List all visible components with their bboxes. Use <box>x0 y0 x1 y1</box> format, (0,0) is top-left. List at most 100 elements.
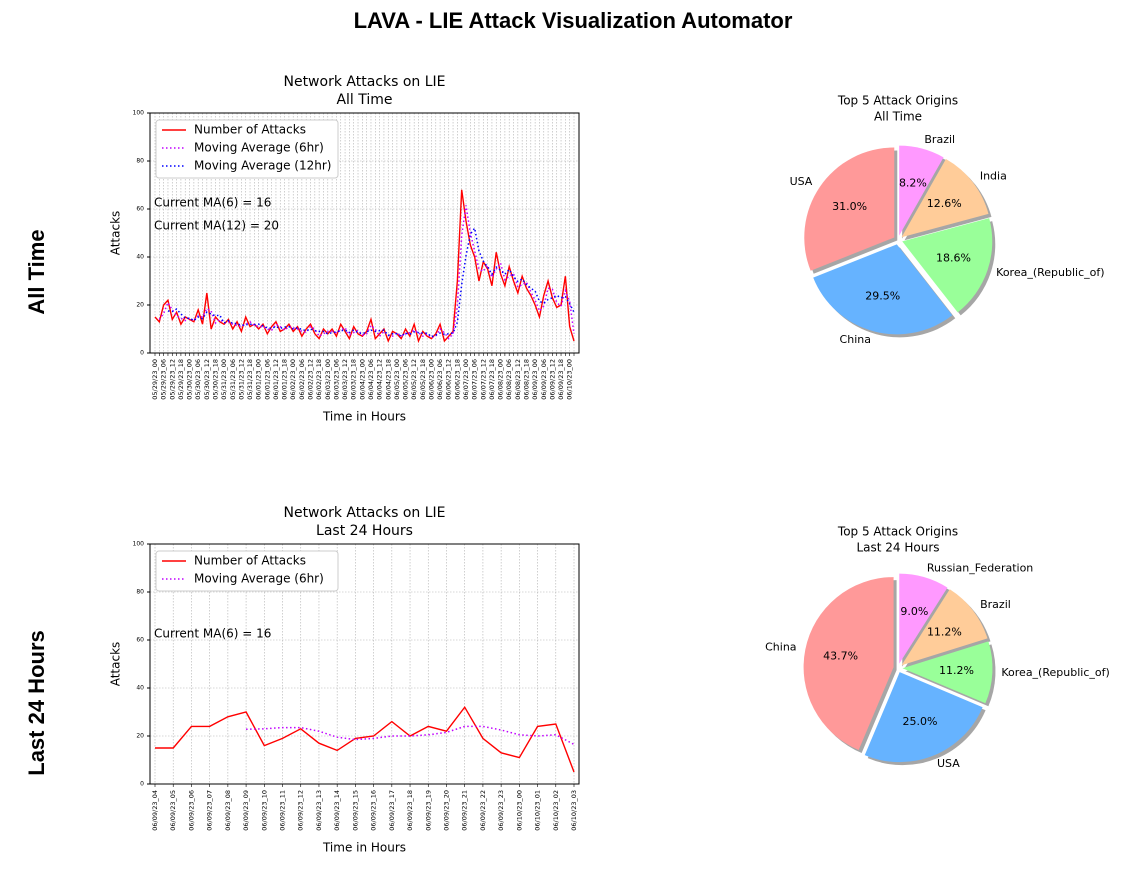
x-tick-label: 06/02/23_06 <box>298 359 306 400</box>
x-tick-label: 06/05/23_06 <box>402 359 410 400</box>
y-tick-label: 0 <box>140 781 144 788</box>
x-tick-label: 06/01/23_18 <box>281 359 289 400</box>
x-tick-label: 06/06/23_12 <box>445 359 453 400</box>
y-axis-label: Attacks <box>109 642 123 687</box>
x-tick-label: 06/09/23_18 <box>406 790 414 831</box>
slice-value-label: 12.6% <box>927 197 962 210</box>
x-tick-label: 06/09/23_18 <box>557 359 565 400</box>
x-tick-label: 05/29/23_18 <box>177 359 185 400</box>
slice-value-label: 9.0% <box>900 605 928 618</box>
slice-label: China <box>765 641 796 654</box>
chart-subtitle: Last 24 Hours <box>316 523 413 539</box>
slice-value-label: 43.7% <box>823 649 858 662</box>
x-tick-label: 06/08/23_18 <box>522 359 530 400</box>
slice-label: Brazil <box>924 133 955 146</box>
slice-value-label: 29.5% <box>865 289 900 302</box>
x-tick-label: 06/10/23_02 <box>552 790 560 831</box>
chart-subtitle: All Time <box>336 92 392 108</box>
x-tick-label: 06/01/23_12 <box>272 359 280 400</box>
x-tick-label: 06/04/23_06 <box>367 359 375 400</box>
x-tick-label: 06/03/23_12 <box>341 359 349 400</box>
x-tick-label: 06/05/23_12 <box>410 359 418 400</box>
slice-label: USA <box>937 757 960 770</box>
x-tick-label: 05/29/23_06 <box>160 359 168 400</box>
annotation: Current MA(6) = 16 <box>154 627 271 641</box>
x-tick-label: 05/31/23_00 <box>220 359 228 400</box>
pie-slice <box>803 577 894 751</box>
x-tick-label: 05/29/23_12 <box>168 359 176 400</box>
page-title: LAVA - LIE Attack Visualization Automato… <box>354 8 793 33</box>
x-tick-label: 06/09/23_23 <box>497 790 505 831</box>
x-tick-label: 06/09/23_12 <box>548 359 556 400</box>
x-tick-label: 06/05/23_00 <box>393 359 401 400</box>
pie-slice <box>901 589 988 666</box>
x-tick-label: 05/30/23_18 <box>211 359 219 400</box>
x-tick-label: 05/31/23_06 <box>229 359 237 400</box>
legend-box <box>155 550 339 592</box>
pie-slice <box>899 145 944 236</box>
y-axis-label: Attacks <box>109 211 123 256</box>
slice-value-label: 11.2% <box>939 664 974 677</box>
row-label: Last 24 Hours <box>24 630 49 776</box>
legend-box <box>155 119 339 179</box>
series-line <box>155 705 575 773</box>
y-tick-label: 20 <box>136 302 144 309</box>
annotation: Current MA(6) = 16 <box>154 196 271 210</box>
x-tick-label: 05/30/23_12 <box>203 359 211 400</box>
chart-title: Top 5 Attack Origins <box>837 94 958 108</box>
chart-title: Network Attacks on LIE <box>283 505 445 521</box>
pie-slice <box>902 641 993 704</box>
x-tick-label: 05/31/23_12 <box>237 359 245 400</box>
y-tick-label: 100 <box>133 541 145 548</box>
x-tick-label: 06/10/23_00 <box>515 790 523 831</box>
plot-frame <box>149 543 580 785</box>
x-tick-label: 06/05/23_18 <box>419 359 427 400</box>
x-tick-label: 06/04/23_18 <box>384 359 392 400</box>
x-tick-label: 06/06/23_06 <box>436 359 444 400</box>
y-tick-label: 100 <box>133 110 145 117</box>
x-tick-label: 06/09/23_15 <box>351 790 359 831</box>
slice-label: China <box>840 333 871 346</box>
x-tick-label: 06/09/23_16 <box>370 790 378 831</box>
series-line <box>167 226 575 338</box>
x-tick-label: 06/02/23_00 <box>289 359 297 400</box>
legend-label: Moving Average (6hr) <box>194 572 324 586</box>
legend-label: Number of Attacks <box>194 554 306 568</box>
x-tick-label: 06/06/23_18 <box>453 359 461 400</box>
x-tick-label: 06/03/23_00 <box>324 359 332 400</box>
annotation: Current MA(12) = 20 <box>154 219 279 233</box>
slice-label: USA <box>790 175 813 188</box>
x-tick-label: 06/03/23_18 <box>350 359 358 400</box>
chart-title: Network Attacks on LIE <box>283 74 445 90</box>
pie-slice <box>804 147 895 271</box>
slice-label: Russian_Federation <box>927 562 1033 575</box>
x-tick-label: 06/09/23_19 <box>424 790 432 831</box>
slice-label: Korea_(Republic_of) <box>1001 666 1109 679</box>
x-axis-label: Time in Hours <box>322 841 406 855</box>
chart-title: Top 5 Attack Origins <box>837 525 958 539</box>
x-tick-label: 06/06/23_00 <box>427 359 435 400</box>
legend-label: Number of Attacks <box>194 123 306 137</box>
x-tick-label: 05/30/23_06 <box>194 359 202 400</box>
x-tick-label: 06/09/23_20 <box>442 790 450 831</box>
slice-value-label: 25.0% <box>903 715 938 728</box>
y-tick-label: 80 <box>136 589 144 596</box>
x-tick-label: 06/09/23_14 <box>333 790 341 831</box>
y-tick-label: 80 <box>136 158 144 165</box>
x-tick-label: 06/08/23_12 <box>514 359 522 400</box>
x-tick-label: 06/09/23_09 <box>242 790 250 831</box>
x-tick-label: 06/02/23_18 <box>315 359 323 400</box>
x-tick-label: 06/07/23_18 <box>488 359 496 400</box>
slice-label: India <box>980 170 1007 183</box>
series-line <box>154 189 575 344</box>
x-tick-label: 06/07/23_12 <box>479 359 487 400</box>
y-tick-label: 60 <box>136 637 144 644</box>
x-tick-label: 06/08/23_00 <box>497 359 505 400</box>
x-tick-label: 06/09/23_13 <box>315 790 323 831</box>
pie-slice <box>902 218 993 313</box>
x-tick-label: 06/01/23_06 <box>263 359 271 400</box>
x-tick-label: 05/29/23_00 <box>151 359 159 400</box>
x-tick-label: 06/03/23_06 <box>332 359 340 400</box>
chart-subtitle: All Time <box>874 110 922 124</box>
